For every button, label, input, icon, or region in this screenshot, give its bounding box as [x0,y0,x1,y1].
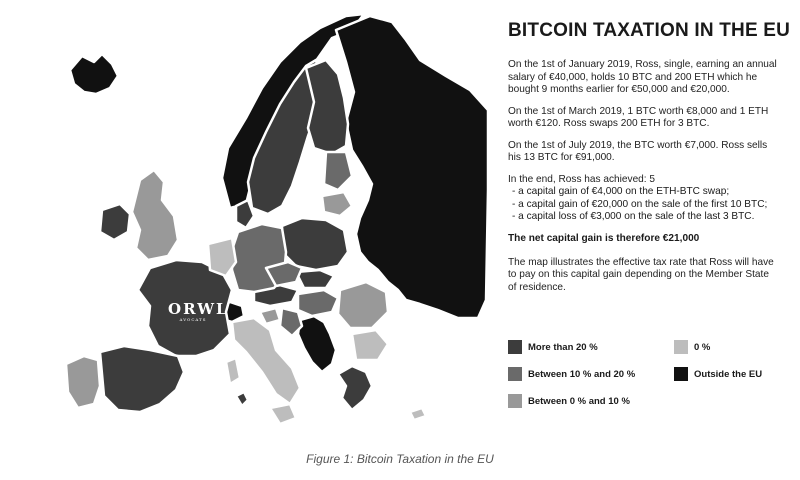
balkans-outside [296,314,338,374]
sicily [268,402,298,426]
legend-label: Between 10 % and 20 % [528,368,636,380]
sardinia [224,356,242,386]
europe-map-svg [64,12,490,426]
finland [304,58,350,156]
slovenia [258,306,282,326]
benelux [206,236,238,278]
legend-label: Between 0 % and 10 % [528,395,630,407]
achieved-list: - a capital gain of €4,000 on the ETH-BT… [508,186,780,224]
croatia [278,306,304,338]
paragraph-1: On the 1st of January 2019, Ross, single… [508,59,777,95]
lithuania [320,190,354,218]
logo-subtitle: AVOCATS [179,317,207,322]
logo-name: ORWL [168,300,229,318]
legend-label: More than 20 % [528,341,598,353]
estonia-latvia [322,150,354,192]
text-panel: BITCOIN TAXATION IN THE EU On the 1st of… [508,20,791,303]
cyprus [408,406,428,422]
legend-label: 0 % [694,341,711,353]
hungary [296,288,340,318]
czechia [264,260,304,288]
orwl-logo: ORWL AVOCATS [168,300,229,323]
list-item: - a capital gain of €20,000 on the sale … [512,198,768,210]
poland [280,216,350,272]
map-note: The map illustrates the effective tax ra… [508,256,774,293]
bulgaria [350,328,390,362]
list-item: - a capital loss of €3,000 on the sale o… [512,211,755,222]
legend-item-outside-eu: Outside the EU [674,367,762,381]
greece [336,364,374,412]
figure-title: BITCOIN TAXATION IN THE EU [508,20,791,41]
legend-swatch [674,367,688,381]
paragraph-2: On the 1st of March 2019, 1 BTC worth €8… [508,105,769,130]
legend-swatch [508,340,522,354]
slovakia [294,268,336,290]
paragraph-4: In the end, Ross has achieved: 5 [508,173,656,185]
united-kingdom [130,168,180,262]
russia-belarus-ukraine [334,14,490,320]
legend-item-10-20: Between 10 % and 20 % [508,367,635,381]
list-item: - a capital gain of €4,000 on the ETH-BT… [512,186,730,197]
spain [98,344,186,414]
legend-swatch [508,367,522,381]
legend-swatch [508,394,522,408]
legend-label: Outside the EU [694,368,763,380]
portugal-islands [234,390,250,408]
legend-item-0-10: Between 0 % and 10 % [508,394,630,408]
legend-item-more-than-20: More than 20 % [508,340,598,354]
legend-swatch [674,340,688,354]
ireland [98,202,132,242]
italy [230,316,302,406]
portugal [64,354,102,410]
map-legend: More than 20 % Between 10 % and 20 % Bet… [508,340,780,410]
iceland [68,52,120,96]
net-gain-statement: The net capital gain is therefore €21,00… [508,232,700,244]
europe-map [60,10,500,445]
figure-caption: Figure 1: Bitcoin Taxation in the EU [306,452,494,466]
denmark [234,198,256,230]
legend-item-zero: 0 % [674,340,710,354]
romania [336,280,390,330]
paragraph-3: On the 1st of July 2019, the BTC worth €… [508,139,768,164]
